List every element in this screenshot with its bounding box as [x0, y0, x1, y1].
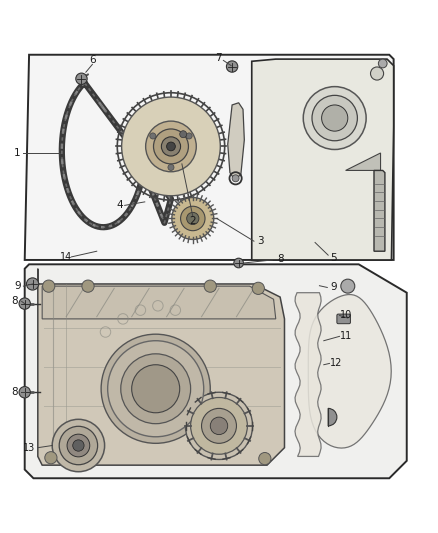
- Circle shape: [232, 175, 239, 182]
- Circle shape: [42, 280, 55, 292]
- Circle shape: [26, 278, 39, 290]
- Text: 7: 7: [215, 53, 222, 63]
- Circle shape: [201, 408, 237, 443]
- Polygon shape: [25, 264, 407, 478]
- Circle shape: [180, 206, 205, 231]
- Polygon shape: [42, 286, 276, 319]
- Circle shape: [191, 398, 247, 454]
- Circle shape: [153, 129, 188, 164]
- Circle shape: [252, 282, 265, 294]
- Circle shape: [19, 298, 30, 309]
- Text: 8: 8: [11, 387, 18, 397]
- Text: 8: 8: [11, 296, 18, 306]
- Polygon shape: [252, 59, 394, 260]
- Wedge shape: [328, 408, 337, 426]
- Text: 4: 4: [116, 200, 123, 211]
- Circle shape: [76, 73, 87, 84]
- Text: 14: 14: [60, 252, 72, 262]
- Circle shape: [204, 280, 216, 292]
- Polygon shape: [308, 295, 391, 448]
- Polygon shape: [25, 55, 394, 260]
- Circle shape: [378, 59, 387, 68]
- Circle shape: [210, 417, 228, 434]
- Circle shape: [101, 334, 210, 443]
- Text: 1: 1: [14, 148, 21, 158]
- Circle shape: [122, 97, 220, 196]
- Circle shape: [172, 198, 214, 239]
- Circle shape: [166, 142, 175, 151]
- Circle shape: [132, 365, 180, 413]
- Circle shape: [321, 105, 348, 131]
- Circle shape: [180, 131, 187, 138]
- Circle shape: [146, 121, 196, 172]
- Circle shape: [59, 426, 98, 465]
- Text: 9: 9: [330, 282, 337, 293]
- Circle shape: [150, 133, 156, 139]
- Circle shape: [161, 137, 180, 156]
- Circle shape: [371, 67, 384, 80]
- Text: 5: 5: [330, 253, 337, 263]
- Circle shape: [341, 279, 355, 293]
- Polygon shape: [374, 171, 385, 251]
- Text: 12: 12: [330, 358, 343, 368]
- Polygon shape: [295, 293, 321, 456]
- Circle shape: [73, 440, 84, 451]
- Text: 8: 8: [277, 254, 283, 264]
- Circle shape: [259, 453, 271, 465]
- Text: 9: 9: [14, 281, 21, 291]
- Circle shape: [168, 164, 174, 171]
- Circle shape: [45, 451, 57, 464]
- Text: 10: 10: [340, 310, 353, 320]
- Circle shape: [67, 434, 90, 457]
- Text: 6: 6: [89, 55, 95, 66]
- Circle shape: [82, 280, 94, 292]
- Text: 11: 11: [340, 332, 353, 341]
- Polygon shape: [346, 153, 381, 171]
- Text: 2: 2: [190, 216, 196, 225]
- Circle shape: [186, 133, 192, 139]
- Circle shape: [234, 258, 244, 268]
- Text: 3: 3: [257, 236, 264, 246]
- Circle shape: [312, 95, 357, 141]
- Circle shape: [121, 354, 191, 424]
- Circle shape: [226, 61, 238, 72]
- Circle shape: [185, 392, 253, 459]
- FancyBboxPatch shape: [337, 314, 350, 324]
- Circle shape: [108, 341, 204, 437]
- Circle shape: [303, 87, 366, 149]
- Circle shape: [19, 386, 30, 398]
- Circle shape: [52, 419, 105, 472]
- Polygon shape: [228, 103, 244, 179]
- Polygon shape: [38, 269, 285, 465]
- Circle shape: [187, 212, 199, 224]
- Text: 13: 13: [23, 443, 35, 453]
